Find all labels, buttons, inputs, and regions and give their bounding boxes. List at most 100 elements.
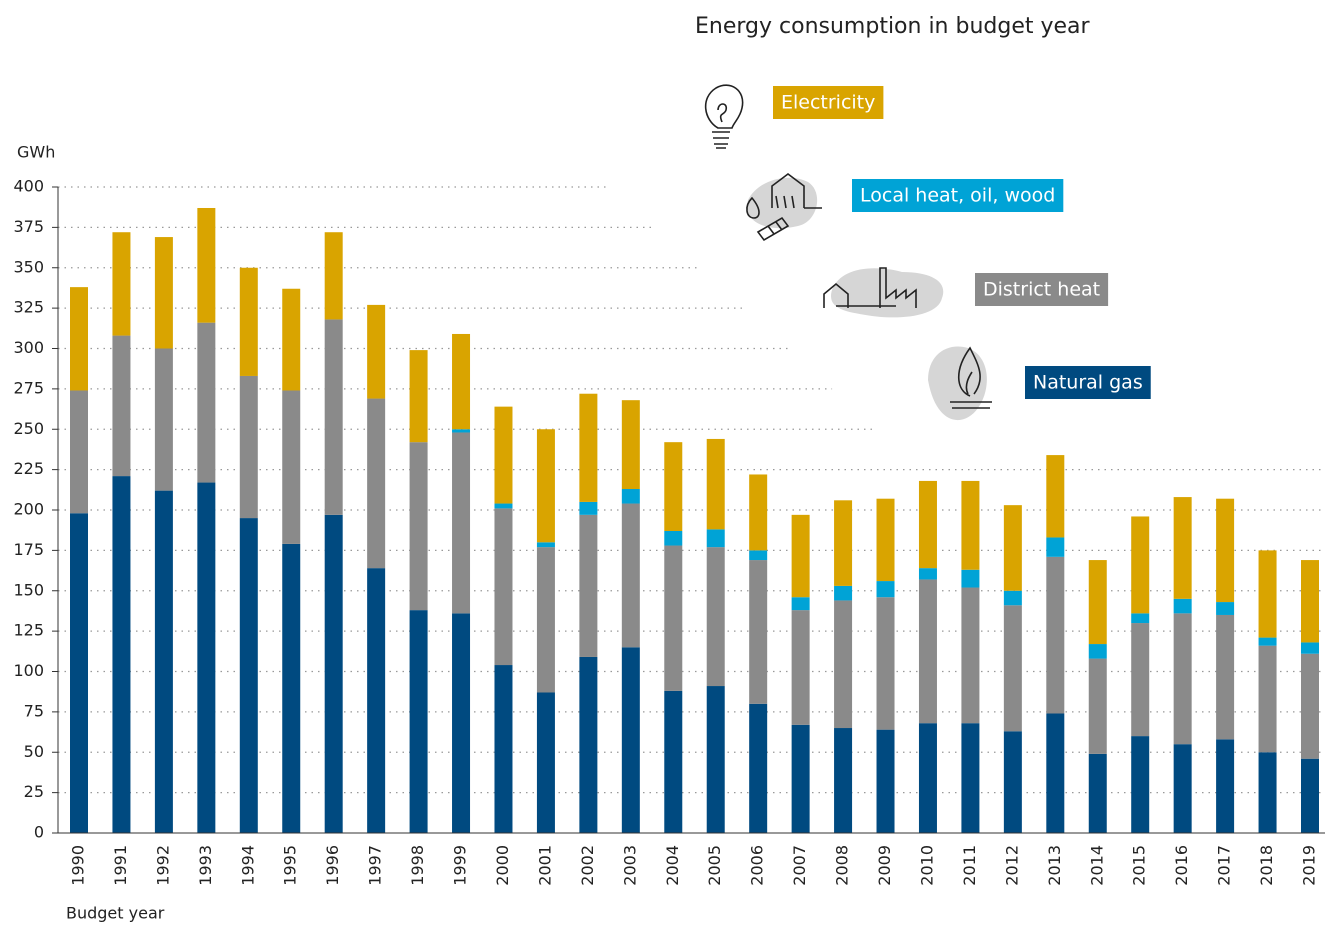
- bar-segment: [197, 322, 216, 483]
- x-tick-label: 2019: [1300, 845, 1319, 886]
- bar-segment: [1173, 598, 1192, 614]
- bar-segment: [876, 498, 895, 582]
- y-tick-label: 375: [13, 217, 44, 236]
- bar-segment: [367, 304, 386, 399]
- bar-segment: [452, 432, 471, 614]
- bar-segment: [1088, 560, 1107, 645]
- bar-segment: [1173, 744, 1192, 833]
- bar-segment: [1216, 739, 1235, 833]
- x-tick-label: 1994: [238, 845, 257, 886]
- icon-gas-flame: [928, 346, 992, 421]
- chart-title: Energy consumption in budget year: [695, 14, 1091, 39]
- bar-segment: [154, 237, 173, 349]
- bar-segment: [791, 597, 810, 611]
- x-tick-label: 2008: [833, 845, 852, 886]
- bar-segment: [918, 579, 937, 724]
- bar-segment: [918, 723, 937, 833]
- bar-segment: [1046, 455, 1065, 538]
- bar-segment: [452, 429, 471, 433]
- bar-segment: [112, 232, 131, 336]
- bar-segment: [1258, 550, 1277, 638]
- bar-segment: [749, 550, 768, 561]
- bar-segment: [324, 319, 343, 515]
- bar-segment: [1173, 613, 1192, 745]
- x-tick-label: 2014: [1087, 845, 1106, 886]
- bar-segment: [1216, 498, 1235, 603]
- bar-segment: [536, 692, 555, 833]
- bar-segment: [876, 581, 895, 598]
- x-tick-label: 1998: [408, 845, 427, 886]
- y-tick-label: 50: [24, 742, 44, 761]
- x-tick-label: 2016: [1172, 845, 1191, 886]
- bar-segment: [791, 610, 810, 725]
- legend-swatch: [852, 179, 1064, 212]
- x-tick-label: 2017: [1215, 845, 1234, 886]
- bar-segment: [409, 350, 428, 443]
- bar-segment: [536, 429, 555, 543]
- x-tick-label: 2003: [620, 845, 639, 886]
- icon-bulb: [704, 84, 744, 149]
- y-tick-label: 275: [13, 378, 44, 397]
- bar-segment: [367, 398, 386, 569]
- y-tick-label: 400: [13, 177, 44, 196]
- bar-segment: [579, 393, 598, 502]
- bar-segment: [621, 489, 640, 504]
- bar-segment: [1046, 713, 1065, 833]
- x-axis-label: Budget year: [66, 904, 165, 923]
- bar-segment: [918, 568, 937, 580]
- bar-segment: [621, 400, 640, 490]
- bar-segment: [1131, 736, 1150, 833]
- bar-segment: [494, 508, 513, 666]
- bar-segment: [1003, 731, 1022, 833]
- icon-district-heat: [823, 267, 944, 318]
- bar-segment: [834, 728, 853, 833]
- x-tick-label: 1995: [281, 845, 300, 886]
- bar-segment: [961, 569, 980, 588]
- bar-segment: [664, 530, 683, 546]
- bar-segment: [706, 529, 725, 548]
- bar-segment: [282, 288, 301, 391]
- bar-segment: [834, 585, 853, 601]
- legend-swatch: [975, 273, 1109, 306]
- bar-segment: [1003, 505, 1022, 591]
- x-tick-label: 1997: [366, 845, 385, 886]
- bar-segment: [324, 232, 343, 320]
- x-tick-label: 1991: [111, 845, 130, 886]
- bar-segment: [1046, 556, 1065, 714]
- bar-segment: [70, 287, 88, 391]
- bar-segment: [749, 474, 768, 551]
- legend-swatch: [1025, 366, 1151, 399]
- x-tick-label: 2004: [663, 845, 682, 886]
- bar-segment: [1301, 560, 1319, 643]
- y-tick-label: 100: [13, 661, 44, 680]
- bar-segment: [706, 547, 725, 687]
- bar-segment: [197, 207, 216, 323]
- y-tick-label: 150: [13, 580, 44, 599]
- bar-segment: [197, 482, 216, 833]
- x-tick-label: 1992: [153, 845, 172, 886]
- x-tick-label: 1990: [69, 845, 88, 886]
- bar-segment: [706, 438, 725, 530]
- bar-segment: [452, 333, 471, 430]
- bar-segment: [239, 518, 258, 833]
- bar-segment: [452, 613, 471, 833]
- legend-label: Local heat, oil, wood: [860, 185, 1055, 207]
- x-tick-label: 2000: [493, 845, 512, 886]
- bar-segment: [112, 476, 131, 833]
- bar-segment: [791, 514, 810, 598]
- bar-segment: [367, 568, 386, 833]
- bar-segment: [961, 480, 980, 570]
- bar-segment: [1301, 653, 1319, 759]
- bar-segment: [876, 597, 895, 730]
- bar-segment: [579, 656, 598, 833]
- bar-segment: [961, 723, 980, 833]
- bar-segment: [579, 514, 598, 657]
- bar-segment: [70, 390, 88, 514]
- bar-segment: [918, 480, 937, 569]
- legend-item: Natural gas: [1025, 366, 1151, 399]
- bar-segment: [664, 545, 683, 691]
- bar-segment: [1216, 614, 1235, 740]
- y-tick-label: 300: [13, 338, 44, 357]
- bar-segment: [1003, 590, 1022, 606]
